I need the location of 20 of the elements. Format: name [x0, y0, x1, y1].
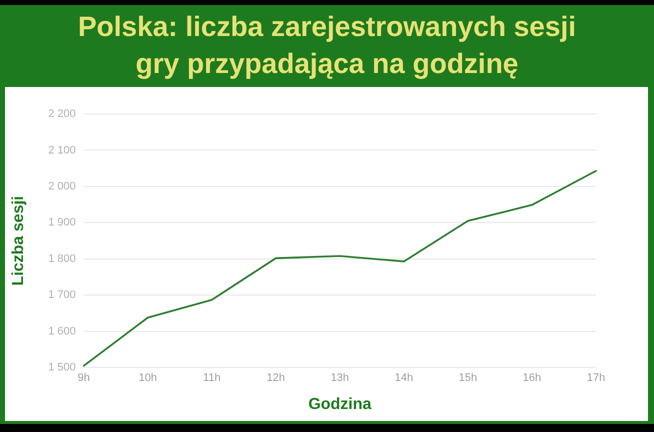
- x-tick-label: 17h: [586, 372, 606, 384]
- x-tick-label: 15h: [458, 372, 478, 384]
- y-tick-label: 1 600: [48, 325, 76, 338]
- y-tick-label: 1 500: [48, 362, 76, 374]
- y-tick-label: 2 000: [48, 180, 76, 192]
- x-tick-label: 9h: [78, 372, 90, 384]
- y-tick-label: 2 200: [48, 108, 76, 120]
- x-tick-label: 10h: [138, 372, 157, 384]
- y-tick-label: 1 700: [48, 289, 76, 302]
- y-axis-title: Liczba sesji: [10, 196, 28, 286]
- chart-title: Polska: liczba zarejestrowanych sesji gry przypadająca na godzinę: [76, 10, 577, 81]
- x-axis-title: Godzina: [308, 396, 372, 413]
- y-tick-label: 1 800: [48, 252, 76, 265]
- y-tick-label: 2 100: [48, 144, 76, 156]
- x-tick-label: 12h: [266, 372, 286, 384]
- x-tick-label: 14h: [394, 372, 414, 384]
- y-tick-label: 1 900: [48, 216, 76, 229]
- x-tick-label: 13h: [330, 372, 350, 384]
- x-tick-label: 16h: [522, 372, 542, 384]
- x-tick-label: 11h: [203, 372, 221, 384]
